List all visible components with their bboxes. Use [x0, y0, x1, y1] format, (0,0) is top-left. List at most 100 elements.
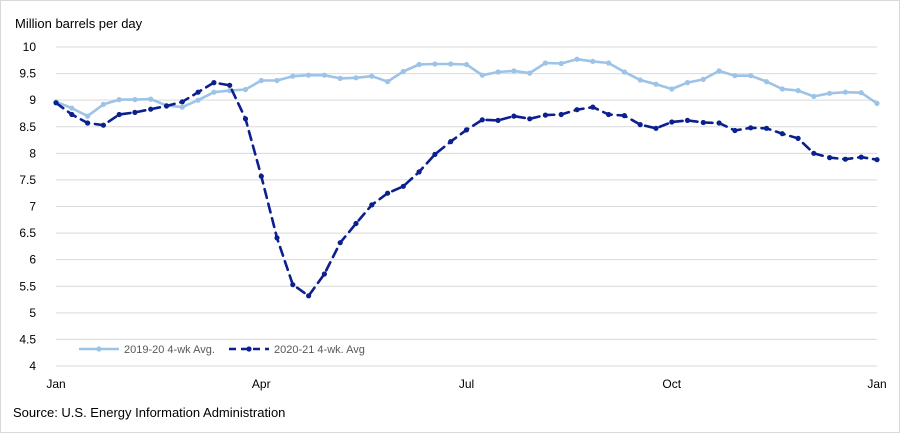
x-tick-label: Oct [662, 377, 681, 391]
y-axis-ticks: 4 4.5 5 5.5 6 6.5 7 7.5 8 8.5 9 9.5 10 [19, 40, 36, 373]
y-tick-label: 10 [23, 40, 37, 54]
data-point [148, 106, 154, 112]
data-point [858, 90, 864, 96]
data-point [148, 96, 154, 102]
data-point [842, 89, 849, 95]
data-point [732, 127, 738, 134]
data-point [637, 122, 643, 128]
data-point [779, 86, 785, 92]
data-point [432, 61, 438, 67]
data-point [321, 72, 327, 78]
data-point [448, 139, 454, 145]
x-tick-label: Jan [46, 377, 65, 391]
data-point [527, 70, 533, 76]
y-tick-label: 9.5 [19, 67, 36, 81]
y-tick-label: 7 [29, 200, 36, 214]
data-point [258, 77, 264, 84]
x-axis-ticks: Jan Apr Jul Oct Jan [46, 377, 886, 391]
data-point [258, 173, 264, 179]
data-point [416, 169, 422, 175]
data-point [542, 112, 549, 118]
legend-entry: 2019-20 4-wk Avg. [124, 344, 215, 356]
data-point [621, 69, 628, 75]
data-point [700, 76, 706, 82]
data-point [195, 97, 201, 103]
data-point [606, 60, 612, 66]
data-point [321, 271, 327, 277]
data-point [116, 111, 122, 118]
data-point [385, 79, 391, 85]
data-point [511, 68, 517, 74]
gridlines [56, 46, 877, 367]
data-point [432, 151, 438, 157]
legend: 2019-20 4-wk Avg. 2020-21 4-wk. Avg [79, 344, 365, 356]
data-point [132, 109, 138, 115]
data-point [306, 72, 312, 78]
data-point [842, 156, 849, 162]
data-point [732, 73, 738, 79]
data-point [606, 111, 612, 118]
data-point [684, 117, 691, 123]
data-point [795, 88, 801, 94]
data-point [669, 119, 675, 125]
data-point [874, 157, 880, 163]
data-point [748, 73, 754, 79]
data-point [874, 100, 880, 106]
y-tick-label: 8 [29, 146, 36, 160]
data-point [69, 105, 75, 111]
legend-entry: 2020-21 4-wk. Avg [274, 344, 365, 356]
data-point [163, 103, 170, 109]
series-group [53, 56, 880, 299]
data-point [85, 113, 91, 119]
data-point [716, 68, 722, 74]
data-point [779, 131, 785, 137]
data-point [69, 111, 75, 118]
data-point [227, 82, 233, 88]
data-point [416, 61, 422, 68]
data-point [274, 77, 280, 84]
data-point [590, 104, 596, 110]
data-point [116, 97, 122, 103]
data-point [542, 60, 549, 66]
data-point [132, 97, 138, 103]
data-point [337, 75, 343, 81]
data-point [337, 240, 343, 246]
y-tick-label: 7.5 [19, 173, 36, 187]
y-tick-label: 4 [29, 359, 36, 373]
data-point [811, 150, 817, 156]
y-tick-label: 6.5 [19, 226, 36, 240]
data-point [242, 116, 249, 122]
data-point [653, 125, 659, 131]
data-point [590, 58, 596, 64]
data-point [463, 61, 470, 68]
y-tick-label: 5 [29, 306, 36, 320]
data-point [353, 220, 359, 227]
data-point [669, 86, 675, 92]
data-point [495, 117, 501, 123]
data-point [274, 235, 280, 241]
data-point [511, 113, 517, 119]
data-point [479, 117, 485, 123]
x-tick-label: Jan [867, 377, 886, 391]
data-point [495, 69, 501, 75]
data-point [700, 119, 706, 126]
data-point [385, 190, 391, 196]
y-axis-label: Million barrels per day [15, 16, 143, 31]
data-point [353, 75, 359, 81]
data-point [290, 73, 296, 79]
source-note: Source: U.S. Energy Information Administ… [13, 405, 285, 420]
x-tick-label: Apr [252, 377, 271, 391]
x-tick-label: Jul [459, 377, 474, 391]
data-point [574, 56, 580, 62]
y-tick-label: 4.5 [19, 332, 36, 346]
data-point [527, 116, 533, 122]
data-point [100, 122, 106, 128]
data-point [85, 120, 91, 126]
data-point [290, 282, 296, 288]
data-point [211, 89, 217, 95]
data-point [179, 99, 185, 105]
data-point [211, 80, 217, 86]
data-point [53, 100, 59, 106]
data-point [748, 125, 754, 131]
